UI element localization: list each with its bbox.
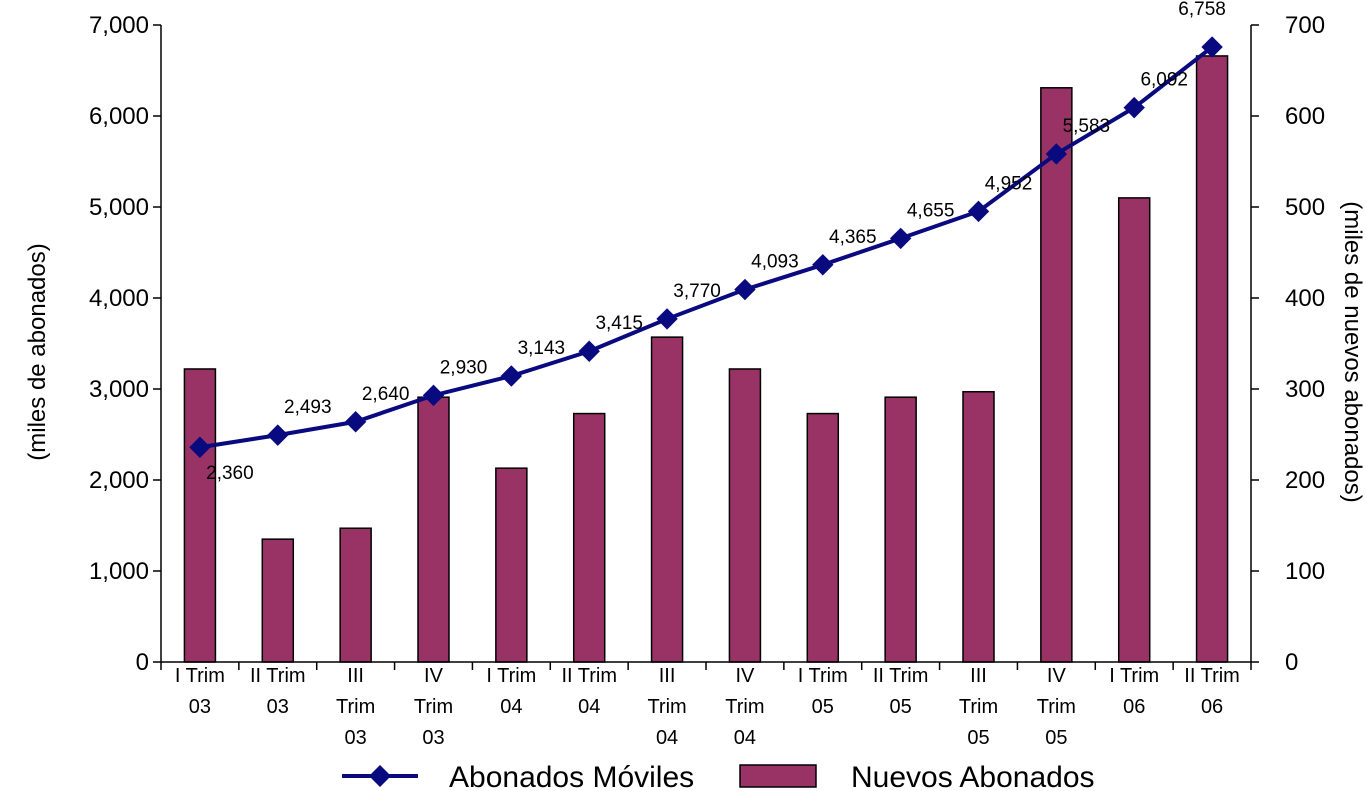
x-tick-label-3: IV Trim 03 (414, 665, 453, 749)
x-tick-label-0: I Trim 03 (175, 665, 225, 718)
y-left-tick-label-5: 5,000 (89, 194, 149, 221)
labels-layer: 2,360 2,493 2,640 2,930 3,143 3,415 3,770 4,093… (206, 0, 1226, 484)
line-data-label-5: 3,415 (595, 313, 643, 334)
y-right-tick-label-6: 600 (1285, 103, 1325, 130)
x-tick-label-11: IV Trim 05 (1037, 665, 1076, 749)
y-left-tick-label-0: 0 (136, 649, 149, 676)
line-data-label-0: 2,360 (206, 463, 254, 484)
bar-8 (806, 412, 840, 663)
line-data-label-1: 2,493 (284, 397, 332, 418)
bar-5 (572, 412, 606, 663)
y-right-tick-label-1: 100 (1285, 558, 1325, 585)
line-point-3 (422, 384, 445, 407)
line-point-8 (812, 254, 834, 276)
x-tick-label-10: III Trim 05 (959, 665, 998, 749)
bar-9 (884, 396, 917, 663)
line-layer (189, 36, 1223, 458)
y-right-tick-label-0: 0 (1285, 649, 1298, 676)
line-point-11 (1045, 143, 1068, 165)
line-point-2 (344, 411, 367, 433)
bar-2 (339, 527, 372, 663)
line-data-label-9: 4,655 (907, 200, 955, 221)
line-data-label-6: 3,770 (673, 281, 721, 302)
bars-layer (183, 55, 1229, 663)
bar-3 (417, 396, 450, 663)
bar-1 (261, 538, 295, 663)
line-data-label-7: 4,093 (751, 252, 799, 273)
x-tick-label-9: II Trim 05 (873, 665, 929, 718)
x-tick-label-5: II Trim 04 (561, 665, 617, 718)
x-tick-label-1: II Trim 03 (250, 665, 306, 718)
line-point-10 (967, 200, 990, 223)
legend: Abonados Móviles Nuevos Abonados (342, 761, 1095, 791)
line-data-label-11: 5,583 (1063, 116, 1111, 137)
bar-10 (962, 390, 995, 663)
line-data-label-12: 6,092 (1140, 70, 1188, 91)
line-point-6 (656, 308, 678, 330)
line-point-4 (500, 365, 523, 387)
line-data-label-2: 2,640 (362, 384, 410, 405)
x-tick-label-13: II Trim 06 (1184, 665, 1240, 718)
bar-7 (728, 368, 762, 663)
x-tick-label-12: I Trim 06 (1109, 665, 1159, 718)
y-left-tick-label-6: 6,000 (89, 103, 149, 130)
legend-label-bar: Nuevos Abonados (851, 761, 1095, 791)
line-data-label-4: 3,143 (518, 338, 566, 359)
line-point-9 (889, 227, 912, 250)
legend-bar-swatch (739, 764, 817, 788)
bar-0 (183, 368, 217, 663)
line-data-label-3: 2,930 (440, 357, 488, 378)
x-tick-label-6: III Trim 04 (647, 665, 686, 749)
series-line-abonados-moviles (199, 45, 1214, 450)
y-right-tick-label-2: 200 (1285, 467, 1325, 494)
line-point-12 (1123, 96, 1145, 119)
bar-11 (1040, 87, 1073, 663)
y-axis-right-title: (miles de nuevos abonados) (1339, 201, 1366, 503)
y-right-tick-label-5: 500 (1285, 194, 1325, 221)
line-point-1 (267, 424, 289, 446)
line-point-0 (189, 436, 211, 458)
y-left-tick-label-1: 1,000 (89, 558, 149, 585)
x-tick-label-4: I Trim 04 (486, 665, 536, 718)
x-tick-label-8: I Trim 05 (798, 665, 848, 718)
legend-line-marker (369, 765, 391, 787)
bar-12 (1117, 197, 1151, 663)
bar-13 (1195, 55, 1229, 663)
line-point-13 (1201, 36, 1223, 58)
y-left-tick-label-4: 4,000 (89, 285, 149, 312)
line-data-label-8: 4,365 (829, 227, 877, 248)
bar-4 (495, 467, 528, 663)
y-right-tick-label-3: 300 (1285, 376, 1325, 403)
axes-layer: 0 1,000 2,000 3,000 4,000 5,000 6,000 7,000 0 100… (89, 12, 1325, 749)
line-data-label-13: 6,758 (1178, 0, 1226, 20)
line-point-5 (578, 340, 600, 362)
legend-label-line: Abonados Móviles (449, 761, 694, 791)
x-tick-label-7: IV Trim 04 (725, 665, 764, 749)
y-left-tick-label-7: 7,000 (89, 12, 149, 39)
line-data-label-10: 4,952 (985, 173, 1033, 194)
y-right-tick-label-4: 400 (1285, 285, 1325, 312)
bar-6 (650, 336, 684, 663)
y-axis-left-title: (miles de abonados) (24, 243, 51, 460)
y-right-tick-label-7: 700 (1285, 12, 1325, 39)
y-left-tick-label-3: 3,000 (89, 376, 149, 403)
y-left-tick-label-2: 2,000 (89, 467, 149, 494)
line-point-7 (734, 278, 756, 301)
x-tick-label-2: III Trim 03 (336, 665, 375, 749)
